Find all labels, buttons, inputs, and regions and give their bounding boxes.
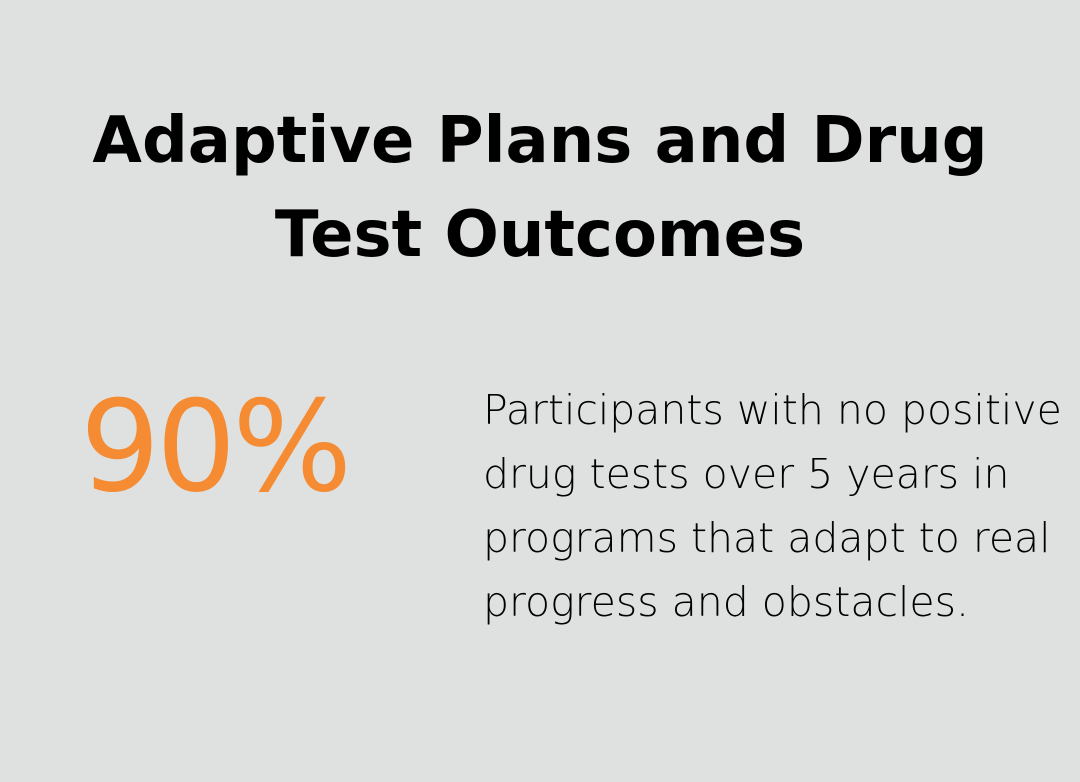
page-title: Adaptive Plans and Drug Test Outcomes <box>92 104 988 272</box>
stat-value: 90% <box>80 373 352 520</box>
stat-description: Participants with no positive drug tests… <box>483 386 1062 626</box>
